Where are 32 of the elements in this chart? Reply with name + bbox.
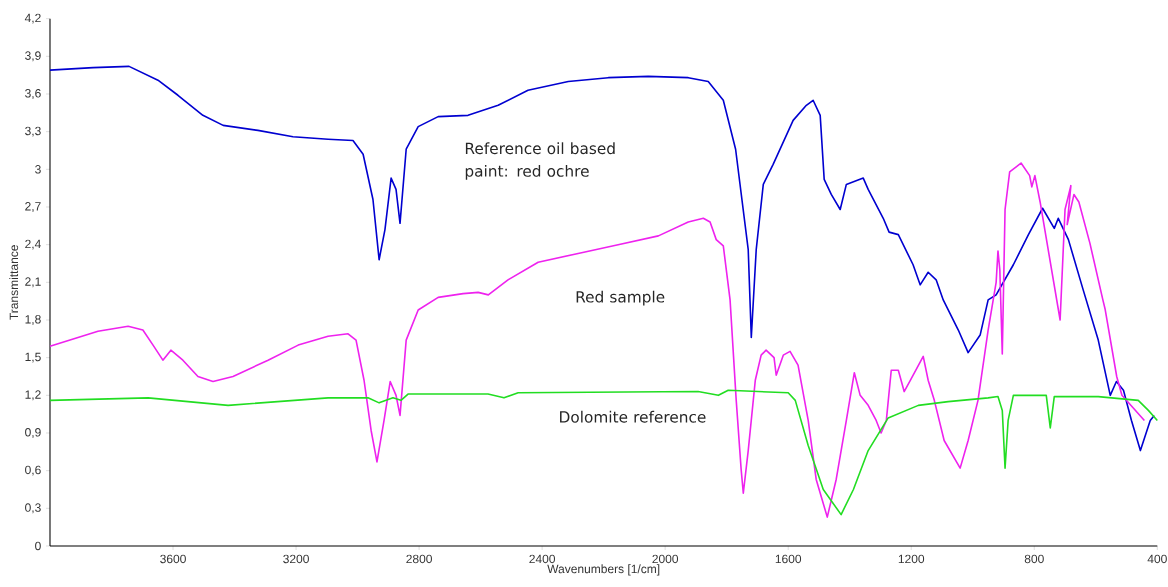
y-tick-label: 1,8	[25, 315, 41, 326]
x-tick-label: 1200	[898, 554, 925, 564]
x-tick-label: 2400	[529, 554, 556, 564]
y-tick-label: 3	[35, 165, 41, 174]
y-tick-label: 0,3	[25, 503, 41, 514]
line-series	[49, 162, 1146, 519]
x-tick-label: 400	[1147, 554, 1167, 564]
y-tick-label: 0,6	[25, 465, 41, 476]
x-tick-label: 3200	[283, 554, 309, 564]
y-tick-label: 0,9	[25, 428, 41, 439]
y-axis-title: Transmittance	[9, 245, 19, 321]
y-tick-label: 3,6	[25, 89, 41, 100]
y-tick-label: 2,1	[25, 277, 41, 288]
text: Red sample	[576, 290, 665, 306]
series-label: Reference oil based paint: red ochre	[465, 142, 615, 180]
y-tick-label: 1,2	[25, 390, 41, 401]
line-series	[49, 65, 1156, 452]
y-tick-label: 1,5	[25, 352, 41, 363]
y-tick-label: 2,4	[25, 239, 41, 250]
y-tick-label: 3,9	[25, 51, 41, 62]
line-series	[49, 389, 1159, 516]
series-label: Dolomite reference	[560, 411, 706, 423]
y-tick-label: 0	[35, 541, 41, 551]
y-tick-label: 4,2	[24, 13, 41, 24]
y-tick-label: 3,3	[25, 126, 41, 137]
x-axis-title: Wavenumbers [1/cm]	[547, 564, 660, 576]
x-tick-label: 3600	[160, 554, 186, 564]
x-tick-label: 1600	[775, 554, 802, 564]
y-tick-label: 2,7	[25, 202, 41, 213]
x-tick-label: 2000	[652, 554, 679, 564]
x-tick-label: 2800	[406, 554, 432, 564]
x-tick-label: 800	[1024, 554, 1044, 564]
